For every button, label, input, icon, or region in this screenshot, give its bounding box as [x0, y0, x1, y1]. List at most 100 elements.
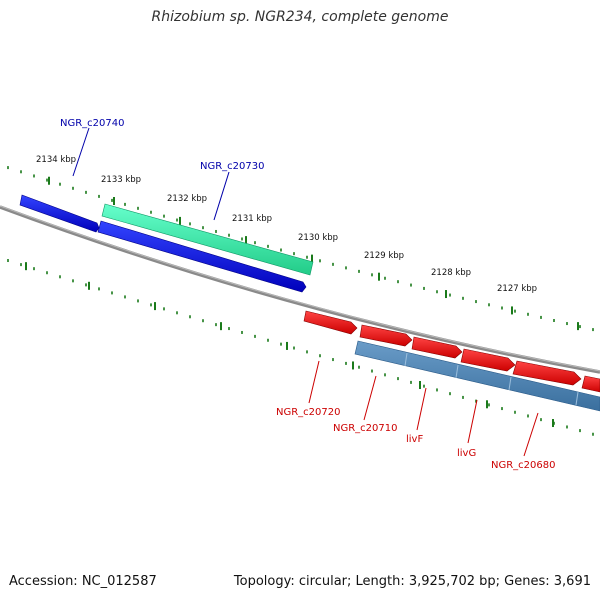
gene-arrow-livf[interactable]: [411, 336, 463, 359]
minor-tick: [592, 328, 594, 332]
minor-tick: [384, 373, 386, 377]
minor-tick: [163, 214, 165, 218]
minor-tick: [553, 318, 555, 322]
minor-tick: [423, 384, 425, 388]
major-tick: [25, 262, 27, 271]
minor-tick: [488, 303, 490, 307]
minor-tick: [488, 403, 490, 407]
major-tick: [179, 216, 181, 225]
minor-tick: [228, 327, 230, 331]
major-tick: [311, 254, 313, 263]
minor-tick: [111, 291, 113, 295]
scale-label-2128: 2128 kbp: [431, 268, 471, 278]
major-tick: [88, 281, 90, 290]
gene-arrow-ngr-c20680[interactable]: [512, 360, 582, 386]
leader-livf: [416, 387, 427, 431]
minor-tick: [189, 222, 191, 226]
minor-tick: [514, 410, 516, 414]
major-tick: [48, 176, 50, 185]
minor-tick: [72, 279, 74, 283]
minor-tick: [20, 170, 22, 174]
minor-tick: [449, 392, 451, 396]
major-tick: [511, 306, 513, 315]
minor-tick: [241, 237, 243, 241]
gene-arrow-ngr-c20740[interactable]: [19, 194, 100, 233]
minor-tick: [514, 309, 516, 313]
minor-tick: [280, 342, 282, 346]
minor-tick: [215, 229, 217, 233]
minor-tick: [449, 293, 451, 297]
genome-summary-text: Topology: circular; Length: 3,925,702 bp…: [233, 574, 591, 589]
gene-label-livg[interactable]: livG: [457, 448, 476, 459]
minor-tick: [98, 287, 100, 291]
gene-label-ngr-c20720[interactable]: NGR_c20720: [276, 407, 341, 418]
minor-tick: [254, 334, 256, 338]
minor-tick: [319, 354, 321, 358]
minor-tick: [410, 283, 412, 287]
leader-livg: [467, 399, 478, 444]
gene-label-ngr-c20710[interactable]: NGR_c20710: [333, 423, 398, 434]
major-tick: [552, 419, 554, 428]
minor-tick: [436, 290, 438, 294]
gene-arrow-ngr-c20710[interactable]: [359, 324, 413, 347]
minor-tick: [579, 429, 581, 433]
minor-tick: [176, 311, 178, 315]
gene-label-ngr-c20740[interactable]: NGR_c20740: [60, 118, 125, 129]
minor-tick: [501, 306, 503, 310]
minor-tick: [293, 346, 295, 350]
major-tick: [486, 400, 488, 409]
scale-label-2134: 2134 kbp: [36, 155, 76, 165]
major-tick: [378, 272, 380, 281]
minor-tick: [241, 330, 243, 334]
feature-bar-ngr-c20730[interactable]: [101, 203, 314, 276]
backbone-line: [0, 205, 600, 374]
minor-tick: [202, 226, 204, 230]
minor-tick: [20, 263, 22, 267]
minor-tick: [501, 407, 503, 411]
minor-tick: [540, 418, 542, 422]
minor-tick: [358, 269, 360, 273]
minor-tick: [540, 315, 542, 319]
gene-arrow-ngr-c20730[interactable]: [97, 220, 307, 293]
gene-label-livf[interactable]: livF: [406, 434, 423, 445]
minor-tick: [345, 266, 347, 270]
minor-tick: [566, 322, 568, 326]
minor-tick: [189, 315, 191, 319]
upper-minor-ticks: [7, 166, 594, 332]
gene-label-ngr-c20730[interactable]: NGR_c20730: [200, 161, 265, 172]
lower-major-ticks: [25, 262, 554, 428]
minor-tick: [371, 273, 373, 277]
minor-tick: [371, 369, 373, 373]
backbone-highlight: [0, 205, 600, 372]
leader-ngr-c20740: [72, 127, 90, 177]
upper-major-ticks: [48, 176, 579, 331]
minor-tick: [267, 244, 269, 248]
minor-tick: [228, 233, 230, 237]
minor-tick: [332, 262, 334, 266]
major-tick: [245, 236, 247, 245]
major-tick: [352, 361, 354, 370]
minor-tick: [33, 267, 35, 271]
minor-tick: [111, 198, 113, 202]
leader-ngr-c20730: [213, 171, 230, 221]
gene-label-ngr-c20680[interactable]: NGR_c20680: [491, 460, 556, 471]
gene-arrow-livg[interactable]: [460, 348, 516, 372]
minor-tick: [358, 365, 360, 369]
minor-tick: [137, 206, 139, 210]
minor-tick: [397, 377, 399, 381]
minor-tick: [98, 194, 100, 198]
scale-label-2127: 2127 kbp: [497, 284, 537, 294]
gene-arrow-next[interactable]: [581, 375, 600, 393]
minor-tick: [579, 325, 581, 329]
minor-tick: [150, 210, 152, 214]
minor-tick: [85, 283, 87, 287]
leader-ngr-c20710: [363, 375, 377, 421]
leader-ngr-c20720: [308, 360, 320, 404]
gene-feature-bar[interactable]: [354, 340, 600, 412]
map-title: Rhizobium sp. NGR234, complete genome: [151, 9, 449, 25]
minor-tick: [306, 350, 308, 354]
minor-tick: [59, 275, 61, 279]
gene-arrow-ngr-c20720[interactable]: [303, 310, 358, 335]
minor-tick: [475, 399, 477, 403]
